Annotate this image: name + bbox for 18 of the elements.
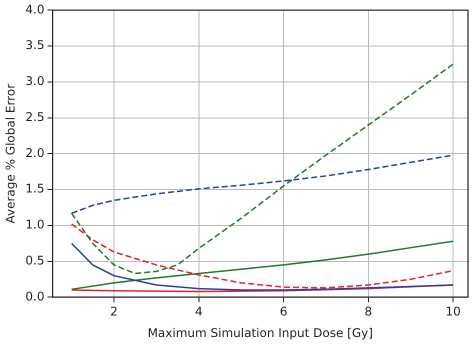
- y-tick-label: 0.0: [25, 289, 44, 304]
- y-tick-label: 1.0: [25, 218, 44, 232]
- x-axis-title: Maximum Simulation Input Dose [Gy]: [148, 326, 373, 340]
- y-tick-label: 1.5: [25, 182, 44, 196]
- y-tick-label: 2.0: [25, 146, 44, 160]
- x-tick-label: 10: [446, 304, 461, 319]
- y-tick-label: 0.5: [25, 253, 44, 268]
- line-series: [70, 63, 454, 274]
- line-series: [70, 223, 454, 289]
- x-tick-label: 4: [194, 304, 203, 319]
- x-tick-label: 2: [110, 304, 118, 319]
- y-tick-label: 4.0: [25, 2, 44, 16]
- x-tick-label: 8: [364, 304, 372, 319]
- y-axis-title: Average % Global Error: [3, 84, 18, 224]
- x-tick-label: 6: [280, 304, 288, 319]
- y-tick-label: 3.5: [25, 38, 44, 52]
- y-tick-label: 3.0: [25, 74, 44, 88]
- y-tick-label: 2.5: [25, 110, 44, 124]
